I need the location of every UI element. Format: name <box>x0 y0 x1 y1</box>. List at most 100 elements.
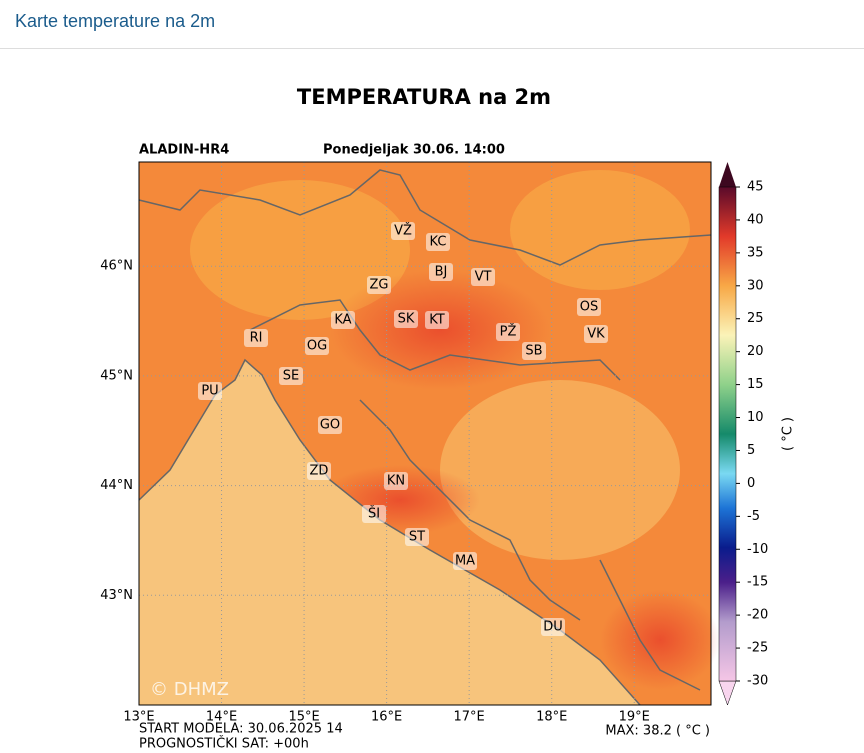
y-tick-label: 46°N <box>100 259 133 274</box>
divider <box>0 48 864 49</box>
colorbar-tick-label: 5 <box>747 443 755 458</box>
city-label: OS <box>580 300 598 315</box>
x-tick-label: 18°E <box>536 710 567 725</box>
max-value: MAX: 38.2 ( °C ) <box>605 724 710 739</box>
border <box>359 399 581 621</box>
city-label-box <box>577 298 601 316</box>
city-label: ZD <box>310 464 329 479</box>
city-label: ŠI <box>368 506 380 522</box>
valid-time: Ponedjeljak 30.06. 14:00 <box>323 143 505 158</box>
city-label: VŽ <box>394 223 412 239</box>
colorbar-scale <box>718 186 737 682</box>
city-label: BJ <box>435 265 448 280</box>
city-label-box <box>394 310 418 328</box>
x-tick-label: 14°E <box>206 710 237 725</box>
city-label-box <box>244 329 268 347</box>
map: VŽ KC BJ VT ZG OS KA SK KT PŽ VK RI OG SB SE PU GO ZD KN ŠI… <box>138 161 720 706</box>
city-label-box <box>405 528 429 546</box>
city-label: PU <box>201 384 218 399</box>
colorbar-tick-label: -20 <box>747 608 768 623</box>
city-label-box <box>453 552 477 570</box>
city-label: ST <box>409 530 425 545</box>
city-label: VK <box>587 327 605 342</box>
sea <box>139 360 640 705</box>
city-label: OG <box>307 339 327 354</box>
city-label: GO <box>320 418 340 433</box>
city-label-box <box>362 505 386 523</box>
map-frame <box>138 161 712 706</box>
city-label: VT <box>475 270 492 285</box>
page-title: Karte temperature na 2m <box>15 11 216 31</box>
colorbar-tick-label: -30 <box>747 674 768 689</box>
city-label: KC <box>430 235 447 250</box>
x-tick-label: 15°E <box>288 710 319 725</box>
city-label: PŽ <box>500 324 517 340</box>
region <box>330 270 550 390</box>
colorbar-tick-label: -5 <box>747 509 760 524</box>
y-tick-label: 45°N <box>100 368 133 383</box>
city-label-box <box>471 268 495 286</box>
x-tick-label: 19°E <box>619 710 650 725</box>
city-label: ZG <box>370 278 389 293</box>
model-name: ALADIN-HR4 <box>139 143 229 158</box>
city-label-box <box>331 311 355 329</box>
colorbar-tick-label: 10 <box>747 410 764 425</box>
city-label: MA <box>455 554 475 569</box>
forecast-hour: PROGNOSTIČKI SAT: +00h <box>139 736 309 752</box>
city-label-box <box>429 263 453 281</box>
city-label-box <box>425 311 449 329</box>
colorbar-tick-label: 20 <box>747 344 764 359</box>
colorbar-extend-min <box>718 680 737 706</box>
start-time: START MODELA: 30.06.2025 14 <box>139 722 343 737</box>
colorbar-tick-label: 25 <box>747 311 764 326</box>
colorbar-tick-label: 0 <box>747 476 755 491</box>
city-label-box <box>384 472 408 490</box>
city-label-box <box>426 233 450 251</box>
city-label: KT <box>429 313 445 328</box>
x-tick-label: 16°E <box>371 710 402 725</box>
city-label-box <box>305 337 329 355</box>
city-label: SB <box>525 344 542 359</box>
city-label-box <box>522 342 546 360</box>
city-label: RI <box>250 331 263 346</box>
region <box>510 170 690 290</box>
x-tick-label: 13°E <box>123 710 154 725</box>
city-label-box <box>367 276 391 294</box>
y-tick-label: 44°N <box>100 478 133 493</box>
border <box>138 169 712 266</box>
city-label-box <box>496 323 520 341</box>
colorbar: ( °C ) <box>718 162 796 706</box>
city-label: KN <box>387 474 405 489</box>
x-tick-label: 17°E <box>454 710 485 725</box>
chart-title: TEMPERATURA na 2m <box>297 85 551 109</box>
colorbar-tick-label: -15 <box>747 575 768 590</box>
region <box>190 180 410 320</box>
city-label-box <box>198 382 222 400</box>
copyright: © DHMZ <box>150 679 229 700</box>
city-label: SK <box>398 312 415 327</box>
colorbar-label: ( °C ) <box>781 417 796 451</box>
city-label-box <box>391 222 415 240</box>
border <box>599 559 701 691</box>
colorbar-extend-max <box>719 162 736 187</box>
city-label: SE <box>283 369 299 384</box>
city-label-box <box>279 367 303 385</box>
city-label-box <box>584 325 608 343</box>
border <box>249 299 621 381</box>
region <box>440 380 680 560</box>
coastline <box>138 358 641 706</box>
colorbar-tick-label: 40 <box>747 212 764 227</box>
region <box>600 590 720 690</box>
city-label: KA <box>334 313 351 328</box>
y-tick-label: 43°N <box>100 588 133 603</box>
colorbar-tick-label: 30 <box>747 278 764 293</box>
colorbar-tick-label: -25 <box>747 641 768 656</box>
city-label-box <box>318 416 342 434</box>
city-label: DU <box>543 620 563 635</box>
colorbar-tick-label: 15 <box>747 377 764 392</box>
city-label-box <box>307 462 331 480</box>
colorbar-tick-label: 35 <box>747 245 764 260</box>
city-label-box <box>541 618 565 636</box>
